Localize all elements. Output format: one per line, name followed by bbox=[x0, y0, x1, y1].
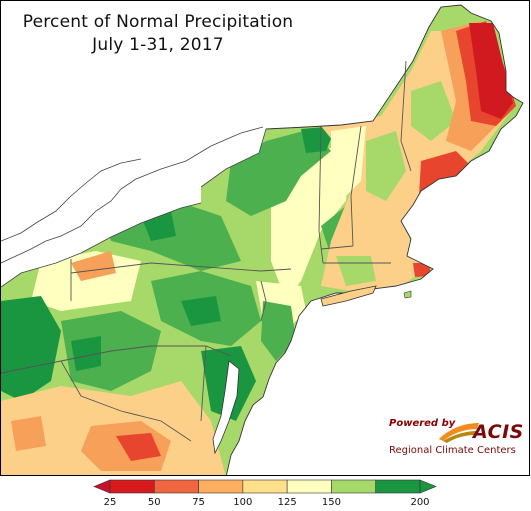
powered-by-text: Powered by bbox=[389, 418, 456, 429]
legend-tick-200: 200 bbox=[410, 497, 430, 508]
region-dry-capecod bbox=[413, 263, 431, 277]
legend-tick-100: 100 bbox=[233, 497, 253, 508]
map-frame: Percent of Normal Precipitation July 1-3… bbox=[0, 0, 530, 476]
region-above-ma bbox=[336, 256, 376, 286]
state-borders bbox=[1, 60, 412, 442]
map-title: Percent of Normal Precipitation bbox=[22, 12, 294, 32]
chesapeake-bay bbox=[212, 360, 240, 455]
lake-erie-shore bbox=[1, 202, 202, 288]
legend-tick-50: 50 bbox=[147, 497, 161, 508]
long-island bbox=[320, 285, 377, 307]
region-wet-central-spot bbox=[71, 336, 101, 371]
legend-tick-125: 125 bbox=[277, 497, 297, 508]
legend-tick-150: 150 bbox=[321, 497, 341, 508]
legend-bin-5 bbox=[331, 479, 377, 494]
legend-tick-25: 25 bbox=[103, 497, 117, 508]
legend-bin-6 bbox=[375, 479, 421, 494]
map-subtitle-date-range: July 1-31, 2017 bbox=[92, 35, 224, 55]
lake-huron-shore bbox=[1, 158, 142, 242]
lake-ontario-shore bbox=[200, 128, 267, 188]
acis-wordmark: ACIS bbox=[473, 421, 524, 443]
acis-swoosh-icon bbox=[439, 423, 479, 443]
legend-bin-3 bbox=[242, 479, 288, 494]
canada-coast bbox=[1, 126, 264, 264]
region-extreme-dry-maine bbox=[469, 23, 513, 119]
region-near-normal-vt bbox=[331, 126, 366, 201]
small-island bbox=[403, 290, 412, 299]
precipitation-map bbox=[1, 4, 524, 475]
region-wet-nj bbox=[261, 301, 296, 361]
legend-high-arrow bbox=[419, 479, 437, 494]
legend-bin-2 bbox=[198, 479, 244, 494]
regional-climate-centers-text: Regional Climate Centers bbox=[389, 445, 516, 456]
legend-bin-4 bbox=[286, 479, 332, 494]
region-very-dry-va bbox=[116, 433, 161, 461]
region-dry-va-west bbox=[11, 416, 46, 451]
east-coastline bbox=[225, 4, 524, 475]
legend-tick-75: 75 bbox=[192, 497, 205, 508]
region-dry-nwpa bbox=[71, 251, 116, 281]
legend-colorbar bbox=[93, 479, 437, 494]
region-wet-pa-spot bbox=[181, 296, 221, 326]
precipitation-legend: 25 50 75 100 125 150 200 bbox=[0, 476, 531, 511]
acis-credit-logo: Powered by ACIS Regional Climate Centers bbox=[385, 415, 525, 461]
region-above-me bbox=[411, 81, 456, 141]
region-above-nh bbox=[366, 131, 406, 201]
legend-bin-1 bbox=[153, 479, 199, 494]
region-wet-west bbox=[1, 296, 61, 401]
legend-low-arrow bbox=[93, 479, 111, 494]
legend-bin-0 bbox=[109, 479, 155, 494]
